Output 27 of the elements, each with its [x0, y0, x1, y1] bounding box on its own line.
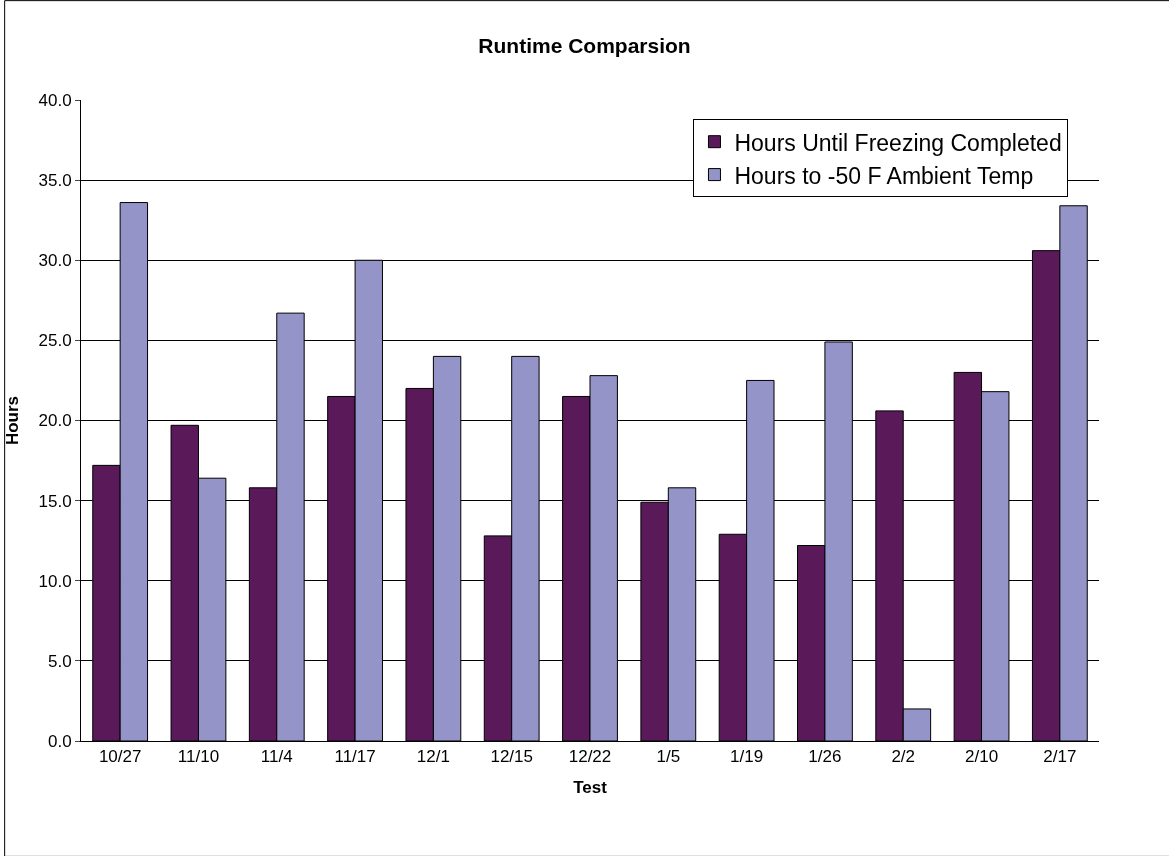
- legend-label: Hours to -50 F Ambient Temp: [734, 162, 1034, 189]
- x-tick-label: 1/5: [656, 747, 681, 767]
- y-tick-label: 30.0: [38, 251, 72, 271]
- y-axis-title: Hours: [3, 395, 23, 446]
- y-tick-label: 5.0: [47, 651, 72, 671]
- x-tick-label: 11/4: [260, 747, 293, 767]
- x-tick-label: 11/17: [334, 747, 376, 767]
- x-tick-label: 2/2: [891, 747, 916, 767]
- y-tick-label: 0.0: [47, 731, 72, 751]
- y-tick-label: 25.0: [38, 331, 72, 351]
- y-tick-label: 40.0: [38, 90, 72, 110]
- y-tick-label: 15.0: [38, 491, 72, 511]
- y-tick-label: 35.0: [38, 171, 72, 191]
- x-tick-label: 2/10: [964, 747, 999, 767]
- x-tick-label: 10/27: [98, 747, 142, 767]
- chart-title: Runtime Comparsion: [478, 34, 691, 58]
- x-tick-label: 11/10: [177, 747, 220, 767]
- x-tick-label: 1/26: [808, 747, 842, 767]
- y-tick-label: 10.0: [38, 571, 72, 591]
- x-tick-label: 12/1: [416, 747, 450, 767]
- x-tick-label: 12/15: [490, 747, 533, 767]
- legend-label: Hours Until Freezing Completed: [734, 129, 1062, 156]
- x-axis-title: Test: [573, 777, 608, 797]
- x-tick-label: 12/22: [568, 747, 612, 767]
- x-tick-label: 2/17: [1043, 747, 1077, 767]
- y-tick-label: 20.0: [38, 411, 72, 431]
- x-tick-label: 1/19: [730, 747, 764, 767]
